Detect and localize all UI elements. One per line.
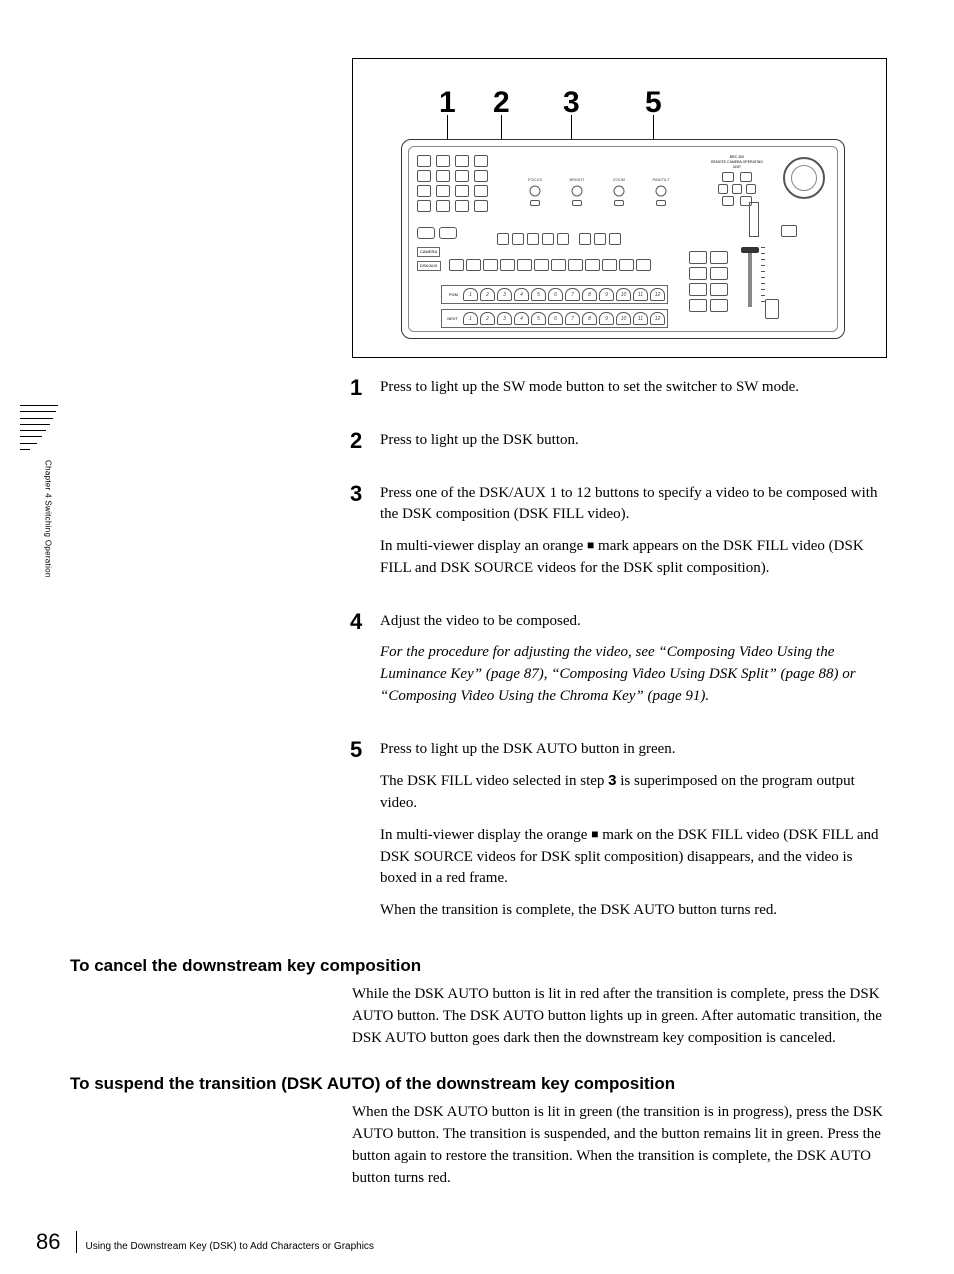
step-number: 4 xyxy=(350,610,380,718)
step-text: Press one of the DSK/AUX 1 to 12 buttons… xyxy=(380,483,886,527)
section-heading-suspend: To suspend the transition (DSK AUTO) of … xyxy=(70,1072,886,1097)
step-number: 3 xyxy=(350,482,380,590)
next-row: NEXT 123456789101112 xyxy=(441,309,668,328)
chapter-label: Chapter 4 Switching Operation xyxy=(42,460,54,578)
transition-buttons xyxy=(689,251,728,312)
side-tab-lines xyxy=(20,405,58,450)
camera-label: CAMERA xyxy=(417,247,440,257)
section-body-cancel: While the DSK AUTO button is lit in red … xyxy=(352,984,886,1049)
step-result-2: In multi-viewer display the orange ■ mar… xyxy=(380,825,886,890)
side-tab: Chapter 4 Switching Operation xyxy=(16,405,64,655)
step-reference: For the procedure for adjusting the vide… xyxy=(380,642,886,707)
pgm-row: PGM 123456789101112 xyxy=(441,285,668,304)
switcher-panel-inner: FOCUS BRIGHT ZOOM PAN/TILT CAMERA DSK/AU… xyxy=(408,146,838,332)
step-text: Press to light up the DSK button. xyxy=(380,430,886,452)
section-body-suspend: When the DSK AUTO button is lit in green… xyxy=(352,1102,886,1189)
step-subtext: In multi-viewer display an orange ■ mark… xyxy=(380,536,886,580)
dsk-aux-row xyxy=(449,259,651,271)
mode-button-grid xyxy=(417,155,488,212)
page-footer: 86 Using the Downstream Key (DSK) to Add… xyxy=(36,1226,374,1258)
step-text: Press to light up the DSK AUTO button in… xyxy=(380,739,886,761)
step-2: 2 Press to light up the DSK button. xyxy=(70,429,886,462)
slider xyxy=(741,202,767,237)
step-1: 1 Press to light up the SW mode button t… xyxy=(70,376,886,409)
footer-title: Using the Downstream Key (DSK) to Add Ch… xyxy=(85,1240,373,1255)
step-number: 1 xyxy=(350,376,380,409)
effect-row xyxy=(417,227,457,239)
step-result-3: When the transition is complete, the DSK… xyxy=(380,900,886,922)
t-bar xyxy=(741,247,759,317)
step-text: Adjust the video to be composed. xyxy=(380,611,886,633)
step-4: 4 Adjust the video to be composed. For t… xyxy=(70,610,886,718)
page-content: 1 Press to light up the SW mode button t… xyxy=(70,376,886,1189)
pattern-row-2 xyxy=(579,233,621,245)
pattern-row-1 xyxy=(497,233,569,245)
dsk-aux-label: DSK/AUX xyxy=(417,261,441,271)
section-heading-cancel: To cancel the downstream key composition xyxy=(70,954,886,979)
cut-button xyxy=(765,299,779,319)
control-panel-diagram: 1 2 3 5 FOCUS BRIGHT ZOOM PAN/TILT CAMER… xyxy=(352,58,887,358)
switcher-panel: FOCUS BRIGHT ZOOM PAN/TILT CAMERA DSK/AU… xyxy=(401,139,845,339)
page-number: 86 xyxy=(36,1226,60,1258)
step-number: 2 xyxy=(350,429,380,462)
footer-divider xyxy=(76,1231,77,1253)
step-3: 3 Press one of the DSK/AUX 1 to 12 butto… xyxy=(70,482,886,590)
enter-button xyxy=(781,225,797,237)
step-text: Press to light up the SW mode button to … xyxy=(380,377,886,399)
jog-wheel xyxy=(783,157,825,199)
joystick-row: FOCUS BRIGHT ZOOM PAN/TILT xyxy=(524,177,672,206)
step-number: 5 xyxy=(350,738,380,932)
remote-control-block: BRC-300REMOTE CAMERA OPERATING UNIT xyxy=(707,155,767,208)
step-result-1: The DSK FILL video selected in step 3 is… xyxy=(380,770,886,815)
step-5: 5 Press to light up the DSK AUTO button … xyxy=(70,738,886,932)
